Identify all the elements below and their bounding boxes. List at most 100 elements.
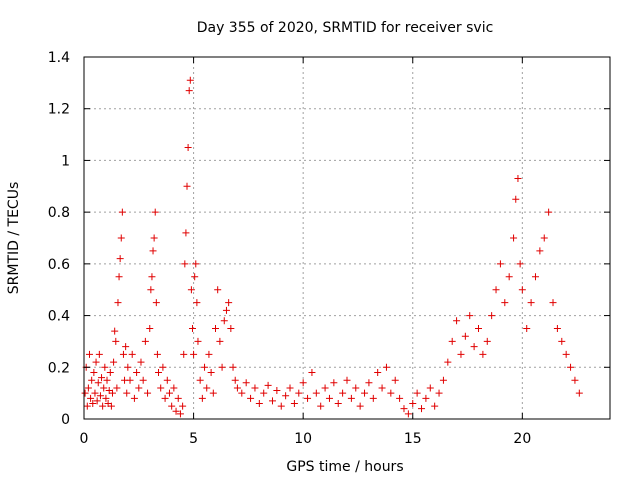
data-point xyxy=(238,389,246,397)
data-point xyxy=(203,384,211,392)
data-point xyxy=(391,376,399,384)
data-point xyxy=(413,389,421,397)
data-point xyxy=(168,402,176,410)
data-point xyxy=(91,389,99,397)
y-tick-label: 0.6 xyxy=(48,257,70,273)
data-point xyxy=(180,350,188,358)
data-point xyxy=(182,229,190,237)
data-point xyxy=(251,384,259,392)
data-point xyxy=(457,350,465,358)
data-point xyxy=(365,379,373,387)
y-tick-label: 0.2 xyxy=(48,360,70,376)
data-point xyxy=(339,389,347,397)
y-tick-label: 0.4 xyxy=(48,309,70,325)
y-tick-label: 1.4 xyxy=(48,50,70,66)
data-point xyxy=(431,402,439,410)
data-point xyxy=(229,363,237,371)
x-tick-label: 5 xyxy=(189,431,198,447)
data-point xyxy=(99,402,107,410)
data-point xyxy=(422,394,430,402)
x-tick-label: 0 xyxy=(80,431,89,447)
data-point xyxy=(492,286,500,294)
data-point xyxy=(209,389,217,397)
data-point xyxy=(361,389,369,397)
y-axis-label: SRMTID / TECUs xyxy=(6,182,22,295)
data-point xyxy=(435,389,443,397)
data-point xyxy=(81,389,89,397)
data-point xyxy=(540,234,548,242)
data-point xyxy=(225,299,233,307)
data-point xyxy=(505,273,513,281)
data-point xyxy=(527,299,535,307)
data-point xyxy=(176,410,184,418)
data-point xyxy=(108,389,116,397)
data-point xyxy=(290,399,298,407)
data-point xyxy=(330,379,338,387)
data-point xyxy=(347,394,355,402)
data-point xyxy=(100,384,108,392)
data-point xyxy=(356,402,364,410)
data-point xyxy=(382,363,390,371)
data-point xyxy=(85,350,93,358)
data-point xyxy=(295,389,303,397)
data-point xyxy=(110,358,118,366)
chart-title: Day 355 of 2020, SRMTID for receiver svi… xyxy=(197,20,494,36)
data-point xyxy=(304,394,312,402)
data-point xyxy=(312,389,320,397)
data-point xyxy=(92,358,100,366)
data-point xyxy=(196,376,204,384)
data-point xyxy=(218,363,226,371)
data-point xyxy=(172,407,180,415)
data-point xyxy=(308,368,316,376)
data-point xyxy=(112,337,120,345)
data-point xyxy=(273,387,281,395)
data-point xyxy=(101,363,109,371)
data-point xyxy=(191,273,199,281)
y-tick-label: 0.8 xyxy=(48,205,70,221)
tick-labels: 0 5 10 15 20 0 0.2 0.4 0.6 0.8 1 1.2 1.4 xyxy=(48,50,532,447)
data-point xyxy=(163,376,171,384)
data-point xyxy=(194,337,202,345)
data-point xyxy=(193,299,201,307)
data-point xyxy=(453,317,461,325)
data-point xyxy=(549,299,557,307)
data-point xyxy=(155,368,163,376)
data-point xyxy=(562,350,570,358)
data-point xyxy=(536,247,544,255)
data-point xyxy=(165,389,173,397)
data-point xyxy=(115,273,123,281)
data-point xyxy=(461,332,469,340)
data-point xyxy=(137,358,145,366)
data-point xyxy=(88,376,96,384)
data-point xyxy=(87,394,95,402)
data-point xyxy=(531,273,539,281)
data-point xyxy=(352,384,360,392)
data-point xyxy=(161,394,169,402)
data-point xyxy=(98,374,106,382)
data-point xyxy=(242,379,250,387)
data-point xyxy=(545,208,553,216)
data-point xyxy=(116,255,124,263)
data-point xyxy=(231,376,239,384)
data-point xyxy=(216,337,224,345)
data-point xyxy=(122,343,130,351)
data-point xyxy=(512,195,520,203)
data-point xyxy=(188,325,196,332)
data-point xyxy=(369,394,377,402)
data-point xyxy=(141,337,149,345)
data-point xyxy=(133,368,141,376)
data-point xyxy=(400,405,408,413)
data-point xyxy=(418,405,426,413)
data-point xyxy=(321,384,329,392)
data-point xyxy=(139,376,147,384)
data-point xyxy=(439,376,447,384)
data-point xyxy=(444,358,452,366)
data-point xyxy=(488,312,496,320)
data-point xyxy=(144,389,152,397)
data-point xyxy=(404,410,412,418)
data-point xyxy=(233,384,241,392)
data-point xyxy=(89,399,97,407)
data-point xyxy=(103,376,111,384)
data-point xyxy=(102,394,110,402)
data-point xyxy=(179,402,187,410)
